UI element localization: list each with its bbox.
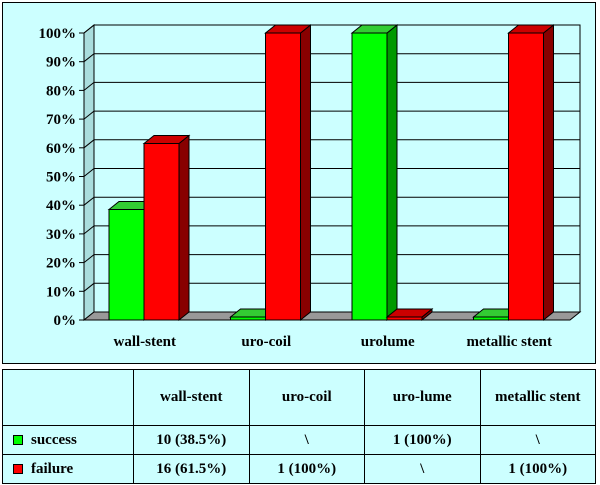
header-metallic-stent: metallic stent <box>479 369 596 426</box>
y-tick-label: 50% <box>46 170 76 186</box>
gridline <box>83 81 580 91</box>
gridline <box>83 110 580 120</box>
bar-failure <box>508 32 544 321</box>
y-tick-label: 60% <box>46 141 76 157</box>
chart-panel: 0% 10% 20% 30% 40% 50% 60% 70% 80% 90% 100% wall-st… <box>2 2 596 364</box>
gridline <box>83 53 580 63</box>
gridline <box>83 282 580 292</box>
bar-chart: 0% 10% 20% 30% 40% 50% 60% 70% 80% 90% 100% wall-st… <box>39 23 582 350</box>
table-cell: 10 (38.5%) <box>133 425 250 455</box>
y-tick-label: 100% <box>39 26 77 42</box>
bar-success <box>351 32 388 321</box>
x-category-label: wall-stent <box>114 334 177 350</box>
x-category-label: uro-coil <box>241 334 291 350</box>
data-table: wall-stent uro-coil uro-lume metallic st… <box>2 369 596 484</box>
failure-swatch-icon <box>13 464 23 475</box>
row-label-text: success <box>31 431 77 448</box>
table-cell: 1 (100%) <box>248 454 365 484</box>
bar-success-side <box>386 23 398 322</box>
y-tick-label: 80% <box>46 83 76 99</box>
y-tick-label: 10% <box>46 284 76 300</box>
x-category-label: metallic stent <box>467 334 552 350</box>
table-row-success: success 10 (38.5%) \ 1 (100%) \ <box>2 425 596 455</box>
y-tick-label: 90% <box>46 55 76 71</box>
bar-success <box>108 209 145 321</box>
table-cell: \ <box>248 425 365 455</box>
table-cell: 1 (100%) <box>364 425 481 455</box>
row-label-success: success <box>2 425 134 455</box>
table-cell: 1 (100%) <box>479 454 596 484</box>
bar-success-top <box>350 24 399 34</box>
header-uro-lume: uro-lume <box>364 369 481 426</box>
header-uro-coil: uro-coil <box>248 369 365 426</box>
bar-failure-top <box>142 134 191 144</box>
header-wall-stent: wall-stent <box>133 369 250 426</box>
y-tick-label: 30% <box>46 227 76 243</box>
bar-failure <box>265 32 301 321</box>
bar-failure-top <box>507 24 555 34</box>
bar-failure-top <box>385 308 434 318</box>
bar-failure-top <box>264 24 312 34</box>
table-row-failure: failure 16 (61.5%) 1 (100%) \ 1 (100%) <box>2 454 596 484</box>
bar-failure-side <box>178 134 190 322</box>
gridline <box>83 225 580 235</box>
gridline <box>83 139 580 149</box>
y-tick-label: 0% <box>54 313 77 329</box>
table-cell: \ <box>479 425 596 455</box>
row-label-failure: failure <box>2 454 134 484</box>
y-tick-label: 40% <box>46 198 76 214</box>
table-cell: 16 (61.5%) <box>133 454 250 484</box>
table-corner-cell <box>2 369 134 426</box>
table-header-row: wall-stent uro-coil uro-lume metallic st… <box>2 369 596 426</box>
x-category-label: urolume <box>361 334 415 350</box>
row-label-text: failure <box>31 460 74 477</box>
bar-failure-side <box>543 23 554 322</box>
success-swatch-icon <box>13 435 23 446</box>
table-cell: \ <box>364 454 481 484</box>
bar-failure-side <box>300 23 311 322</box>
bar-failure <box>143 142 180 321</box>
gridline <box>83 254 580 263</box>
gridline <box>83 168 580 177</box>
gridline <box>83 24 580 34</box>
gridline <box>83 196 580 206</box>
y-tick-label: 70% <box>46 112 76 128</box>
y-tick-label: 20% <box>46 256 76 272</box>
